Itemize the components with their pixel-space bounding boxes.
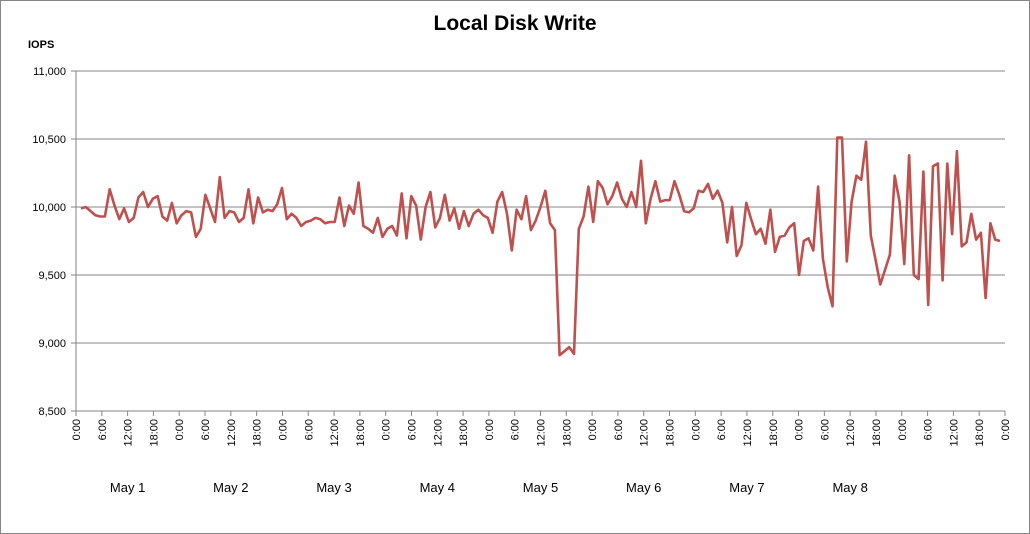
day-label: May 7 [729, 480, 764, 495]
x-tick-label: 12:00 [948, 419, 960, 447]
x-tick-label: 18:00 [665, 419, 677, 447]
x-tick-label: 18:00 [252, 419, 264, 447]
chart-title: Local Disk Write [433, 12, 597, 35]
x-tick-label: 6:00 [716, 419, 728, 440]
x-tick-label: 6:00 [819, 419, 831, 440]
x-tick-label: 12:00 [226, 419, 238, 447]
series-line [80, 136, 1001, 357]
day-label: May 3 [316, 480, 351, 495]
x-tick-label: 6:00 [200, 419, 212, 440]
day-label: May 8 [832, 480, 867, 495]
x-tick-label: 0:00 [381, 419, 393, 440]
x-tick-label: 6:00 [303, 419, 315, 440]
x-tick-label: 18:00 [561, 419, 573, 447]
x-tick-label: 12:00 [329, 419, 341, 447]
x-tick-label: 0:00 [277, 419, 289, 440]
x-tick-label: 18:00 [768, 419, 780, 447]
axes [75, 71, 1005, 412]
x-tick-label: 6:00 [510, 419, 522, 440]
x-tick-label: 12:00 [639, 419, 651, 447]
x-tick-label: 12:00 [123, 419, 135, 447]
x-tick-label: 18:00 [871, 419, 883, 447]
y-tick-label: 9,000 [38, 338, 66, 350]
x-tick-label: 0:00 [897, 419, 909, 440]
y-axis-unit-label: IOPS [28, 39, 55, 51]
x-tick-label: 6:00 [406, 419, 418, 440]
y-axis-ticks: 8,500 9,000 9,500 10,000 10,500 11,000 [32, 66, 76, 418]
y-tick-label: 11,000 [33, 66, 66, 78]
x-tick-label: 0:00 [71, 419, 83, 440]
x-tick-label: 18:00 [148, 419, 160, 447]
y-tick-label: 10,500 [32, 134, 66, 146]
day-label: May 4 [420, 480, 455, 495]
day-label: May 6 [626, 480, 661, 495]
day-label: May 1 [110, 480, 145, 495]
y-tick-label: 8,500 [38, 406, 66, 418]
x-axis-ticks: 0:00 6:00 12:00 18:00 0:00 6:00 12:00 18:00 0:00… [71, 411, 1012, 447]
x-tick-label: 0:00 [1000, 419, 1012, 440]
day-label: May 5 [523, 480, 558, 495]
x-tick-label: 18:00 [974, 419, 986, 447]
x-tick-label: 0:00 [484, 419, 496, 440]
x-tick-label: 18:00 [458, 419, 470, 447]
x-tick-label: 0:00 [690, 419, 702, 440]
x-tick-label: 18:00 [355, 419, 367, 447]
series-lines [80, 136, 1001, 357]
x-tick-label: 12:00 [432, 419, 444, 447]
x-tick-label: 0:00 [794, 419, 806, 440]
x-tick-label: 6:00 [923, 419, 935, 440]
x-tick-label: 12:00 [536, 419, 548, 447]
y-tick-label: 10,000 [32, 202, 66, 214]
x-tick-label: 0:00 [174, 419, 186, 440]
x-tick-label: 6:00 [613, 419, 625, 440]
day-label: May 2 [213, 480, 248, 495]
day-labels: May 1 May 2 May 3 May 4 May 5 May 6 May 7 May 8 [110, 480, 868, 495]
x-tick-label: 12:00 [845, 419, 857, 447]
x-tick-label: 0:00 [587, 419, 599, 440]
y-tick-label: 9,500 [38, 270, 66, 282]
x-tick-label: 6:00 [97, 419, 109, 440]
x-tick-label: 12:00 [742, 419, 754, 447]
